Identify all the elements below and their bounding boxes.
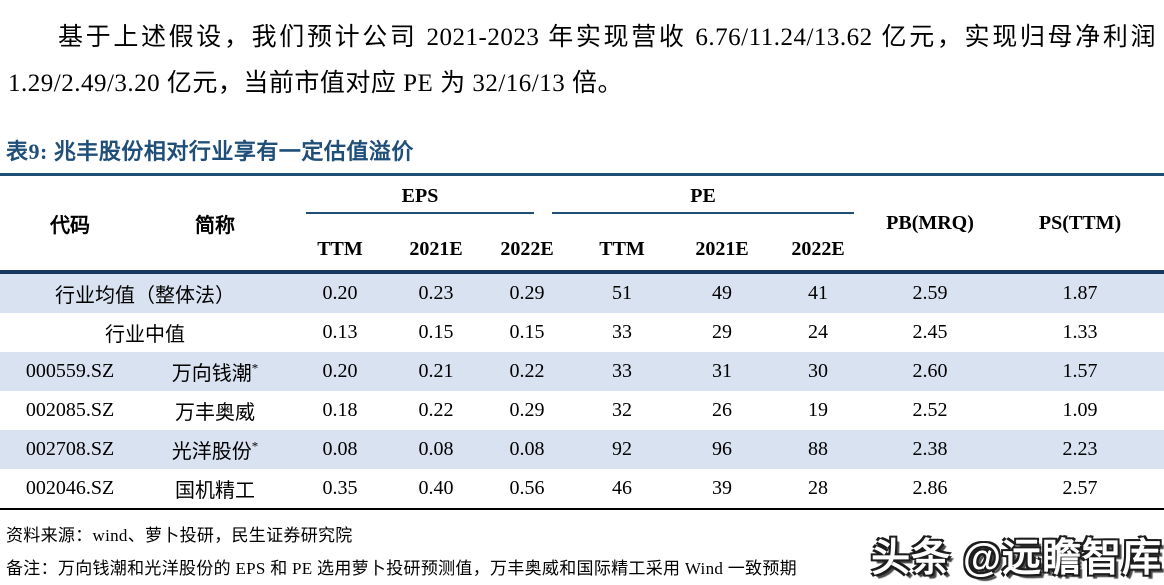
col-header-pe-2022e: 2022E [772,216,865,274]
col-header-name: 简称 [140,174,290,274]
cell-pe-2022e: 19 [808,399,829,421]
cell-pe-ttm: 51 [572,272,673,313]
cell-ps: 1.09 [1062,399,1098,421]
footnote-asterisk: * [251,438,259,454]
cell-pb: 2.60 [864,352,997,391]
cell-ps: 2.23 [996,430,1164,469]
cell-pb: 2.59 [864,272,997,313]
cell-eps-2021e: 0.08 [390,430,482,469]
table-row: 000559.SZ 万向钱潮* 0.20 0.21 0.22 33 31 30 … [0,352,1164,391]
cell-eps-ttm: 0.20 [290,272,390,313]
col-group-pe: PE [552,175,864,217]
cell-name: 万丰奥威 [140,391,290,430]
remark-note: 备注：万向钱潮和光洋股份的 EPS 和 PE 选用萝卜投研预测值，万丰奥威和国际… [6,559,797,578]
table-header: 代码 简称 EPS PE PB(MRQ) PS(TTM) TTM 2021E 2… [0,174,1164,274]
cell-pe-ttm: 33 [612,321,633,343]
cell-pe-2021e: 31 [672,352,773,391]
cell-pe-ttm: 46 [612,477,633,499]
col-header-eps-ttm: TTM [290,216,390,274]
eps-group-label: EPS [306,185,535,214]
cell-eps-ttm: 0.08 [290,430,390,469]
cell-pe-ttm: 33 [572,352,673,391]
cell-name: 行业均值（整体法） [0,272,290,313]
col-header-pe-ttm: TTM [572,216,673,274]
cell-name: 光洋股份* [140,430,290,469]
cell-pe-ttm: 32 [612,399,633,421]
table-row: 行业中值 0.13 0.15 0.15 33 29 24 2.45 1.33 [0,313,1164,352]
cell-name: 万向钱潮* [140,352,290,391]
cell-pe-2021e: 29 [712,321,733,343]
cell-ps: 2.57 [1062,477,1098,499]
cell-eps-2021e: 0.23 [390,272,482,313]
cell-pe-2021e: 26 [712,399,733,421]
cell-eps-2021e: 0.22 [418,399,454,421]
cell-code: 002046.SZ [25,477,115,499]
table-row: 002085.SZ 万丰奥威 0.18 0.22 0.29 32 26 19 2… [0,391,1164,430]
cell-name: 行业中值 [105,324,185,346]
pe-group-label: PE [552,185,855,214]
col-group-eps: EPS [290,175,572,217]
cell-pe-2022e: 28 [808,477,829,499]
cell-pe-2022e: 88 [772,430,865,469]
company-name: 万丰奥威 [175,402,255,424]
cell-pb: 2.52 [912,399,948,421]
footnote-asterisk: * [251,360,259,376]
cell-eps-ttm: 0.35 [322,477,358,499]
cell-pe-2022e: 41 [772,272,865,313]
company-name: 万向钱潮 [171,363,252,385]
cell-eps-ttm: 0.18 [322,399,358,421]
table-row: 行业均值（整体法） 0.20 0.23 0.29 51 49 41 2.59 1… [0,272,1164,313]
cell-eps-2022e: 0.22 [482,352,573,391]
cell-ps: 1.33 [1062,321,1098,343]
cell-eps-2021e: 0.15 [418,321,454,343]
table-row: 002046.SZ 国机精工 0.35 0.40 0.56 46 39 28 2… [0,469,1164,509]
cell-pb: 2.45 [912,321,948,343]
cell-pe-2021e: 39 [712,477,733,499]
cell-name: 国机精工 [140,469,290,509]
cell-pe-2021e: 96 [672,430,773,469]
watermark: 头条 @远瞻智库 [871,537,1162,580]
table-title: 表9: 兆丰股份相对行业享有一定估值溢价 [6,139,414,164]
cell-eps-2022e: 0.56 [509,477,545,499]
col-header-eps-2022e: 2022E [482,216,573,274]
company-name: 光洋股份 [171,441,252,463]
cell-pe-2021e: 49 [672,272,773,313]
cell-eps-2022e: 0.15 [509,321,545,343]
cell-ps: 1.87 [996,272,1164,313]
valuation-table: 代码 简称 EPS PE PB(MRQ) PS(TTM) TTM 2021E 2… [0,173,1164,510]
cell-eps-2022e: 0.08 [482,430,573,469]
col-header-pe-2021e: 2021E [672,216,773,274]
cell-eps-2022e: 0.29 [482,272,573,313]
cell-code: 002085.SZ [25,399,115,421]
cell-pb: 2.38 [864,430,997,469]
col-header-eps-2021e: 2021E [390,216,482,274]
cell-eps-2021e: 0.21 [390,352,482,391]
cell-code: 000559.SZ [0,352,140,391]
cell-code: 002708.SZ [0,430,140,469]
cell-pb: 2.86 [912,477,948,499]
cell-eps-2022e: 0.29 [509,399,545,421]
cell-pe-2022e: 24 [808,321,829,343]
cell-eps-2021e: 0.40 [418,477,454,499]
cell-eps-ttm: 0.13 [322,321,358,343]
cell-eps-ttm: 0.20 [290,352,390,391]
table-row: 002708.SZ 光洋股份* 0.08 0.08 0.08 92 96 88 … [0,430,1164,469]
cell-ps: 1.57 [996,352,1164,391]
cell-pe-2022e: 30 [772,352,865,391]
body-paragraph: 基于上述假设，我们预计公司 2021-2023 年实现营收 6.76/11.24… [8,24,1156,97]
cell-pe-ttm: 92 [572,430,673,469]
col-header-pb: PB(MRQ) [864,174,997,274]
col-header-ps: PS(TTM) [996,174,1164,274]
source-note: 资料来源：wind、萝卜投研，民生证券研究院 [6,526,353,545]
col-header-code: 代码 [0,174,140,274]
company-name: 国机精工 [175,480,255,502]
